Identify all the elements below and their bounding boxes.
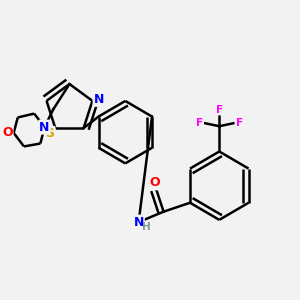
Text: F: F	[196, 118, 203, 128]
Text: F: F	[216, 105, 223, 115]
Text: O: O	[2, 126, 13, 140]
Text: O: O	[149, 176, 160, 189]
Text: S: S	[46, 127, 55, 140]
Text: N: N	[39, 121, 50, 134]
Text: F: F	[236, 118, 243, 128]
Text: H: H	[142, 222, 151, 233]
Text: N: N	[134, 216, 144, 229]
Text: N: N	[94, 93, 104, 106]
